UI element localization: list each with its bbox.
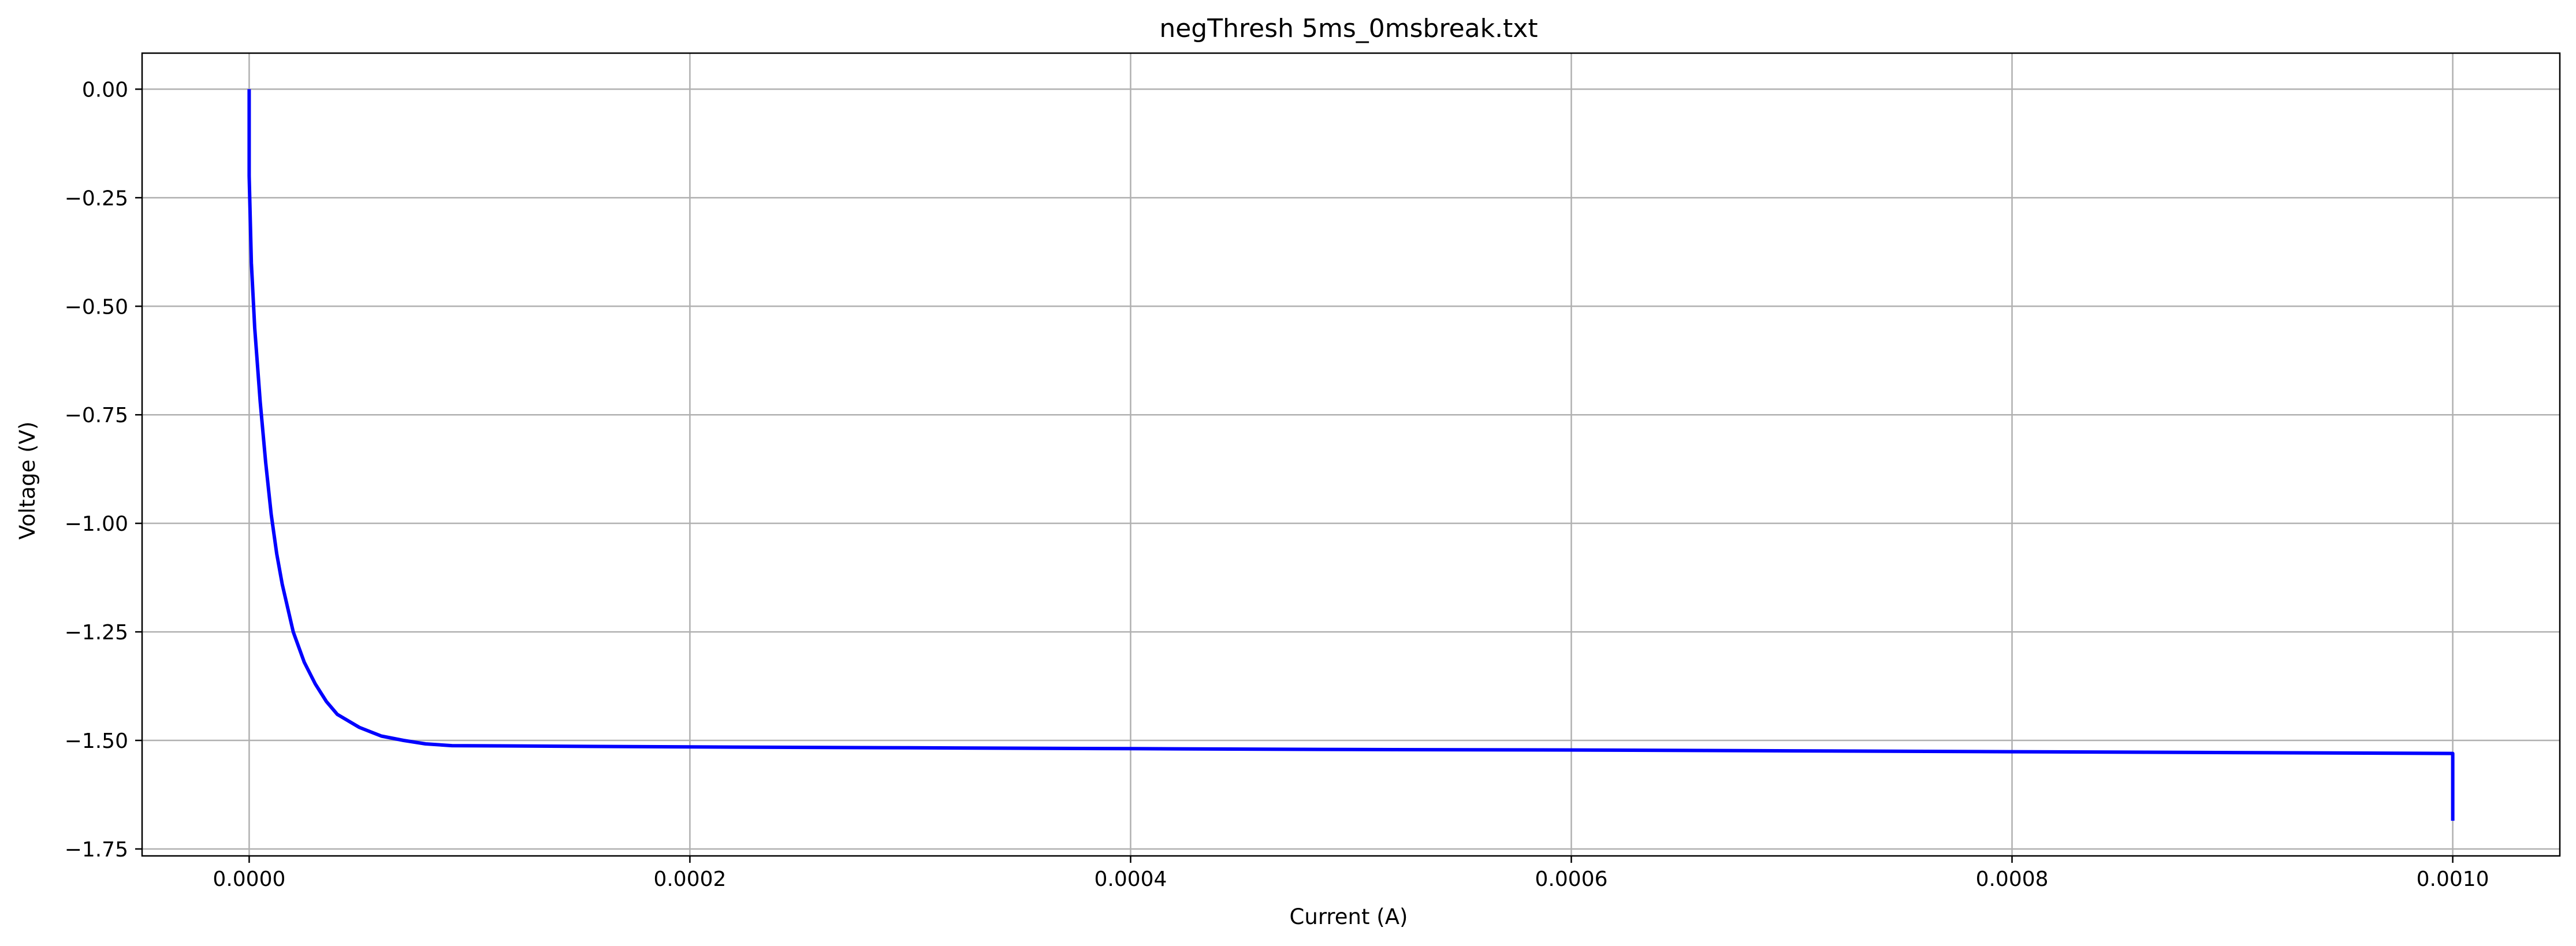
grid — [142, 53, 2560, 856]
x-axis: 0.0000 0.0002 0.0004 0.0006 0.0008 0.0010 — [213, 856, 2489, 891]
y-tick-label: −0.75 — [65, 404, 128, 427]
x-tick-label: 0.0000 — [213, 867, 285, 891]
y-tick-label: −1.50 — [65, 729, 128, 753]
x-tick-label: 0.0008 — [1976, 867, 2049, 891]
y-tick-label: 0.00 — [82, 78, 128, 102]
y-tick-label: −1.75 — [65, 838, 128, 862]
plot-frame — [141, 52, 2561, 857]
y-tick-label: −0.25 — [65, 187, 128, 210]
series-layer — [247, 89, 2455, 821]
y-axis-title: Voltage (V) — [15, 422, 40, 540]
y-tick-label: −1.00 — [65, 512, 128, 536]
y-axis: 0.00 −0.25 −0.50 −0.75 −1.00 −1.25 −1.50 −1.75 — [65, 78, 142, 862]
x-tick-label: 0.0010 — [2417, 867, 2489, 891]
chart-title: negThresh 5ms_0msbreak.txt — [1159, 14, 1538, 43]
x-axis-title: Current (A) — [1290, 904, 1408, 929]
y-tick-label: −1.25 — [65, 621, 128, 645]
x-tick-label: 0.0002 — [653, 867, 726, 891]
x-tick-label: 0.0006 — [1535, 867, 1608, 891]
y-tick-label: −0.50 — [65, 295, 128, 319]
x-tick-label: 0.0004 — [1094, 867, 1167, 891]
series-line — [247, 89, 2455, 821]
